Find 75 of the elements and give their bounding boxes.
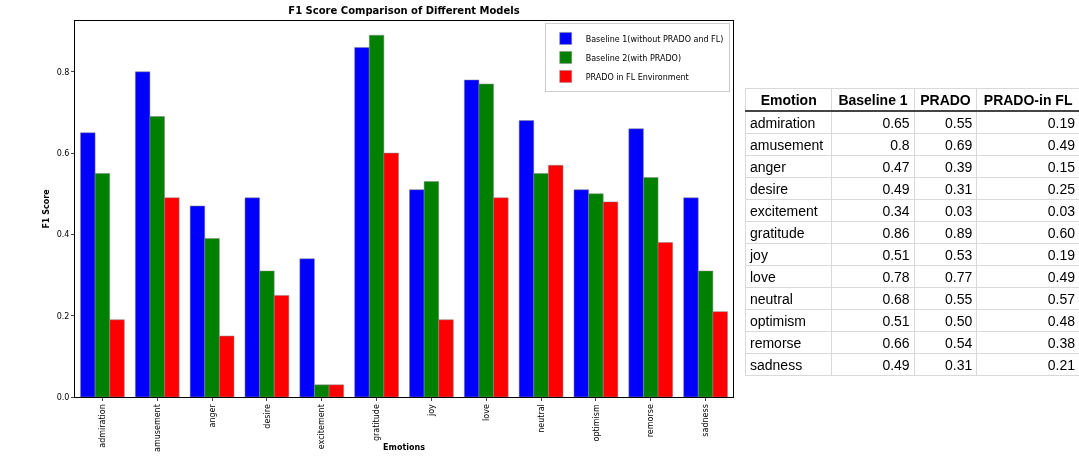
text: 0.65 <box>831 111 915 134</box>
x-tick-label: love <box>481 404 491 421</box>
text: 0.54 <box>914 331 977 354</box>
x-tick-label: excitement <box>317 404 327 450</box>
text: 0.38 <box>976 331 1079 354</box>
y-tick-label: 0.6 <box>56 148 70 158</box>
text: 0.49 <box>976 265 1079 288</box>
text: optimism <box>745 309 832 332</box>
text: love <box>745 265 832 288</box>
text: 0.51 <box>831 309 915 332</box>
text: 0.31 <box>914 353 977 376</box>
x-tick-label: desire <box>262 404 272 429</box>
text: 0.49 <box>831 353 915 376</box>
text: PRADO <box>914 88 977 111</box>
text: 0.57 <box>976 287 1079 310</box>
text: 0.47 <box>831 155 915 178</box>
text: 0.31 <box>914 177 977 200</box>
text: desire <box>745 177 832 200</box>
text: Baseline 1 <box>831 88 915 111</box>
text: joy <box>745 243 832 266</box>
x-tick-label: neutral <box>536 404 546 433</box>
text: 0.21 <box>976 353 1079 376</box>
y-tick-label: 0.2 <box>56 311 70 321</box>
text: 0.03 <box>976 199 1079 222</box>
x-tick-label: gratitude <box>372 404 382 442</box>
text: 0.78 <box>831 265 915 288</box>
text: 0.48 <box>976 309 1079 332</box>
text: 0.39 <box>914 155 977 178</box>
chart-title: F1 Score Comparison of Different Models <box>288 4 520 16</box>
text: excitement <box>745 199 832 222</box>
text: 0.34 <box>831 199 915 222</box>
text: 0.8 <box>831 133 915 156</box>
text: 0.51 <box>831 243 915 266</box>
y-axis-title: F1 Score <box>42 188 51 229</box>
text: 0.69 <box>914 133 977 156</box>
text: 0.55 <box>914 111 977 134</box>
text: 0.15 <box>976 155 1079 178</box>
text: 0.68 <box>831 287 915 310</box>
text: 0.25 <box>976 177 1079 200</box>
text: 0.77 <box>914 265 977 288</box>
x-tick-label: admiration <box>98 404 108 448</box>
y-tick-label: 0.8 <box>56 67 70 77</box>
text: 0.19 <box>976 111 1079 134</box>
x-tick-label: anger <box>207 403 217 428</box>
text: 0.50 <box>914 309 977 332</box>
y-tick-label: 0.0 <box>56 392 70 402</box>
text: admiration <box>745 111 832 134</box>
text: neutral <box>745 287 832 310</box>
text: 0.55 <box>914 287 977 310</box>
text: gratitude <box>745 221 832 244</box>
x-tick-label: remorse <box>646 404 656 438</box>
text: remorse <box>745 331 832 354</box>
text: PRADO-in FL <box>976 88 1079 111</box>
text: 0.60 <box>976 221 1079 244</box>
y-tick-label: 0.4 <box>56 230 70 240</box>
text: 0.89 <box>914 221 977 244</box>
text: 0.53 <box>914 243 977 266</box>
x-tick-label: optimism <box>591 404 601 442</box>
text: 0.03 <box>914 199 977 222</box>
text: 0.49 <box>831 177 915 200</box>
legend-label: Baseline 1(without PRADO and FL) <box>585 34 724 44</box>
text: 0.86 <box>831 221 915 244</box>
text: 0.19 <box>976 243 1079 266</box>
text: amusement <box>745 133 832 156</box>
text: 0.66 <box>831 331 915 354</box>
text: Emotion <box>745 88 832 111</box>
x-tick-label: amusement <box>152 404 162 452</box>
x-axis-title: Emotions <box>383 443 426 453</box>
text: sadness <box>745 353 832 376</box>
text: anger <box>745 155 832 178</box>
x-tick-label: joy <box>427 403 437 418</box>
text: 0.49 <box>976 133 1079 156</box>
x-tick-label: sadness <box>701 404 711 437</box>
legend-label: PRADO in FL Environment <box>585 72 689 82</box>
legend-label: Baseline 2(with PRADO) <box>585 53 682 63</box>
